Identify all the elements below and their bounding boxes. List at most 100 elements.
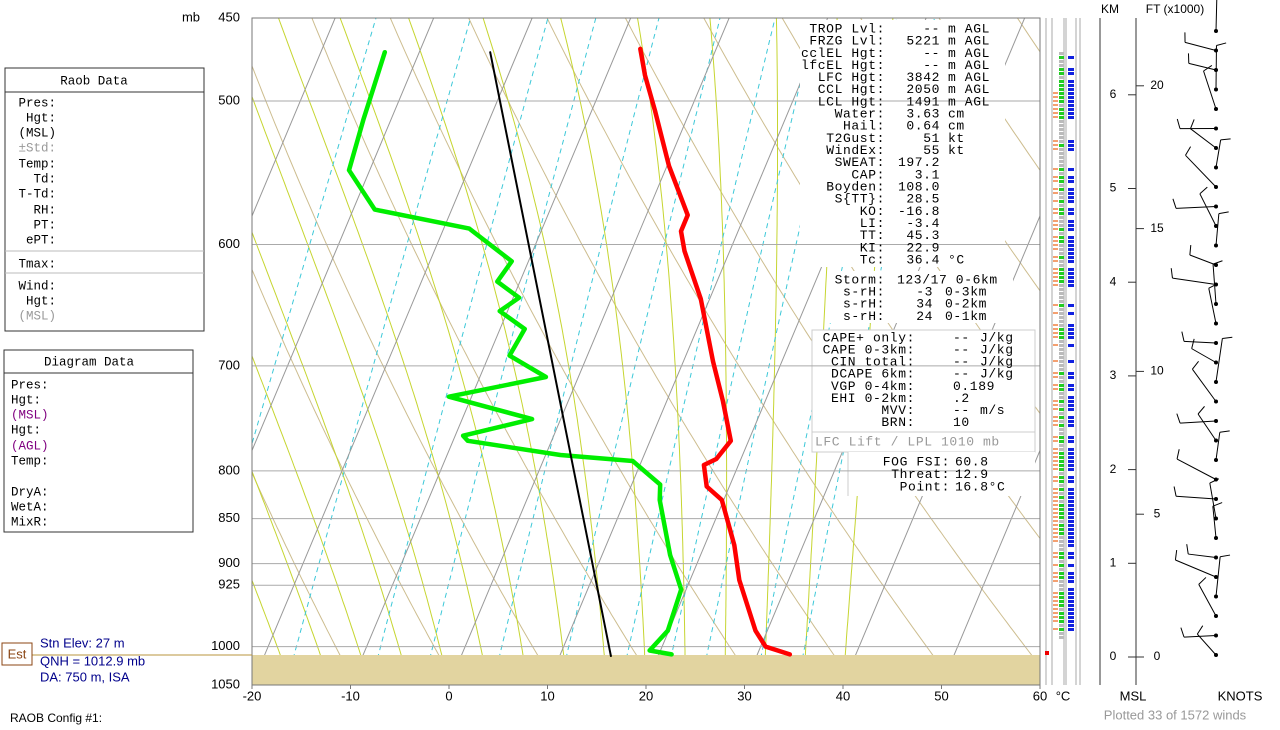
strip-cell — [1059, 276, 1064, 279]
background-curve — [252, 64, 556, 685]
strip-cell — [1068, 296, 1074, 299]
stat-value: -3.4 — [906, 216, 940, 231]
stat-unit: kt — [948, 143, 965, 158]
est-label[interactable]: Est — [8, 646, 27, 661]
stat-label: S{TT}: — [835, 192, 885, 207]
strip-cell — [1068, 476, 1074, 479]
barb-staff — [1190, 128, 1217, 149]
barb-staff — [1184, 41, 1217, 51]
strip-cell — [1059, 628, 1064, 631]
strip-cell — [1068, 84, 1074, 87]
strip-cell — [1059, 72, 1064, 75]
strip-cell — [1053, 508, 1058, 510]
strip-cell — [1068, 540, 1074, 543]
strip-cell — [1068, 180, 1074, 183]
strip-cell — [1068, 492, 1074, 495]
strip-cell — [1053, 388, 1058, 390]
strip-cell — [1068, 108, 1074, 111]
background-curve — [311, 18, 656, 685]
strip-cell — [1059, 332, 1064, 335]
barb-flag — [1189, 244, 1192, 256]
barb-flag — [1196, 625, 1204, 635]
y-tick-label: 850 — [218, 510, 240, 525]
strip-cell — [1059, 112, 1064, 115]
km-tick-label: 0 — [1110, 649, 1117, 663]
fog-label: FOG FSI: — [883, 454, 950, 469]
strip-cell — [1059, 172, 1064, 175]
strip-cell — [1059, 384, 1064, 387]
strip-cell — [1053, 332, 1058, 334]
stat-value: 55 — [923, 143, 940, 158]
background-curve — [559, 18, 721, 685]
strip-cell — [1059, 408, 1064, 411]
x-axis-unit: °C — [1056, 688, 1071, 703]
strip-cell — [1059, 324, 1064, 327]
strip-cell — [1059, 292, 1064, 295]
strip-cell — [1059, 460, 1064, 463]
strip-cell — [1068, 516, 1074, 519]
strip-cell — [1053, 600, 1058, 602]
fog-label: Threat: — [891, 467, 950, 482]
barb-flag — [1222, 336, 1233, 339]
strip-cell — [1059, 240, 1064, 243]
stat-label: CCL Hgt: — [818, 82, 885, 97]
stat-unit: cm — [948, 119, 965, 134]
strip-cell — [1059, 88, 1064, 91]
plot-frame — [251, 17, 1041, 686]
strip-cell — [1068, 544, 1074, 547]
index-value: 10 — [953, 415, 970, 430]
strip-cell — [1059, 548, 1064, 551]
strip-cell — [1068, 184, 1074, 187]
strip-cell — [1059, 544, 1064, 547]
est-box[interactable] — [1, 642, 33, 666]
background-curve — [252, 471, 356, 685]
strip-cell — [1068, 216, 1074, 219]
field-label: Pres: — [11, 378, 49, 392]
knots-label: KNOTS — [1218, 688, 1263, 703]
strip-cell — [1068, 528, 1074, 531]
index-value: -- — [953, 355, 970, 370]
strip-cell — [1059, 64, 1064, 67]
strip-cell — [1059, 272, 1064, 275]
strip-cell — [1068, 584, 1074, 587]
storm-backing — [828, 271, 1013, 323]
strip-cell — [1068, 408, 1074, 411]
strip-cell — [1059, 556, 1064, 559]
fog-value: 60.8 — [955, 454, 989, 469]
barb-flag — [1199, 186, 1208, 195]
strip-cell — [1059, 160, 1064, 163]
strip-cell — [1068, 332, 1074, 335]
barb-staff — [1203, 70, 1217, 110]
strip-cell — [1059, 300, 1064, 303]
field-label: T-Td: — [18, 187, 56, 201]
strip-cell — [1068, 288, 1074, 291]
strip-cell — [1059, 388, 1064, 391]
strip-cell — [1059, 196, 1064, 199]
x-tick-label: 0 — [445, 688, 452, 703]
strip-cell — [1068, 96, 1074, 99]
stat-unit: kt — [948, 131, 965, 146]
strip-cell — [1068, 360, 1074, 363]
stat-label: CAP: — [851, 167, 885, 182]
barb-staff — [1215, 0, 1218, 32]
y-tick-label: 1050 — [211, 676, 240, 691]
strip-cell — [1053, 468, 1058, 470]
diagram-labels: Pres:Hgt:(MSL)Hgt:(AGL)Temp:DryA:WetA:Mi… — [11, 378, 49, 529]
fog-value: 12.9 — [955, 467, 989, 482]
strip-cell — [1068, 52, 1074, 55]
profile-line — [489, 51, 612, 657]
strip-cell — [1059, 316, 1064, 319]
strip-cell — [1059, 516, 1064, 519]
strip-cell — [1059, 372, 1064, 375]
strip-cell — [1068, 172, 1074, 175]
strip-cell — [1053, 240, 1058, 242]
strip-cell — [1068, 500, 1074, 503]
stat-unit: m AGL — [948, 46, 990, 61]
background-curve — [252, 470, 332, 685]
field-label: (MSL) — [18, 126, 56, 140]
strip-cell — [1059, 464, 1064, 467]
strip-cell — [1068, 124, 1074, 127]
strip-cell — [1053, 260, 1058, 262]
background-curve — [560, 18, 647, 685]
